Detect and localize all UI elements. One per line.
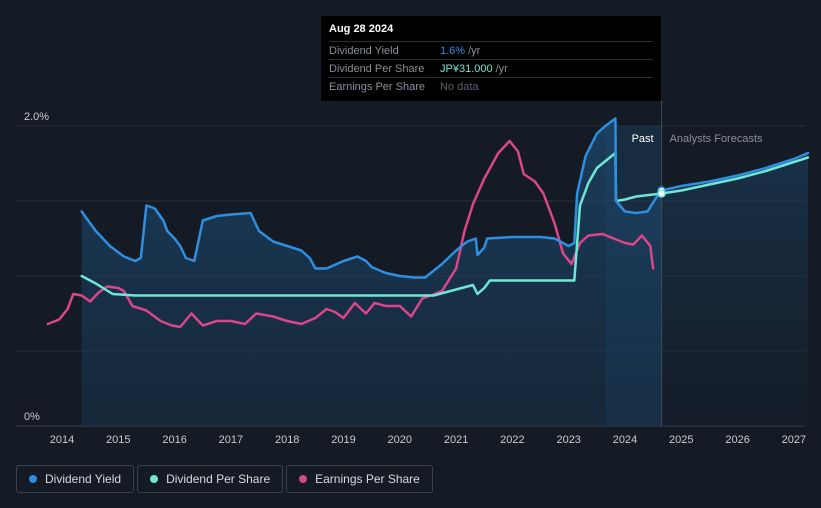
legend-dividend-yield[interactable]: Dividend Yield: [16, 465, 135, 493]
x-tick-label: 2020: [388, 434, 412, 446]
series-line-dividend-yield-forecast: [660, 151, 810, 192]
tooltip-row-dividend-yield: Dividend Yield 1.6% /yr: [329, 41, 653, 59]
x-tick-label: 2023: [556, 434, 580, 446]
x-tick-label: 2026: [725, 434, 749, 446]
series-line-dividend-yield: [80, 117, 663, 279]
tooltip-label: Dividend Yield: [329, 44, 399, 57]
y-tick-label: 2.0%: [24, 111, 49, 123]
tooltip-unit: /yr: [495, 62, 508, 75]
x-tick-label: 2021: [444, 434, 468, 446]
legend-dot-icon: [29, 475, 37, 483]
tooltip-row-earnings-per-share: Earnings Per Share No data: [329, 77, 653, 95]
x-tick-label: 2018: [275, 434, 299, 446]
tooltip: Aug 28 2024 Dividend Yield 1.6% /yr Divi…: [321, 16, 661, 101]
series-line-dividend-per-share: [80, 151, 663, 297]
legend-dot-icon: [299, 475, 308, 483]
x-tick-label: 2015: [106, 434, 130, 446]
tooltip-value: JP¥31.000: [440, 62, 493, 75]
x-tick-label: 2016: [162, 434, 186, 446]
x-tick-label: 2014: [50, 434, 74, 446]
x-tick-label: 2022: [500, 434, 524, 446]
tooltip-value: 1.6%: [440, 44, 466, 57]
tooltip-value: No data: [440, 80, 479, 93]
legend-label: Earnings Per Share: [315, 472, 420, 486]
legend-label: Dividend Yield: [45, 472, 122, 486]
forecast-label: Analysts Forecasts: [670, 133, 763, 145]
tooltip-label: Earnings Per Share: [329, 80, 425, 93]
x-tick-label: 2024: [613, 434, 637, 446]
legend-earnings-per-share[interactable]: Earnings Per Share: [286, 465, 433, 493]
tooltip-unit: /yr: [468, 44, 481, 57]
dividend-yield-area: [81, 118, 662, 426]
legend-dot-icon: [150, 475, 159, 483]
tooltip-row-dividend-per-share: Dividend Per Share JP¥31.000 /yr: [329, 59, 653, 77]
y-tick-label: 0%: [24, 411, 40, 423]
series-line-dividend-per-share-forecast: [660, 156, 810, 195]
past-label: Past: [632, 133, 654, 145]
tooltip-label: Dividend Per Share: [329, 62, 425, 75]
x-tick-label: 2025: [669, 434, 693, 446]
tooltip-date: Aug 28 2024: [329, 23, 394, 35]
x-tick-label: 2019: [331, 434, 355, 446]
legend-dividend-per-share[interactable]: Dividend Per Share: [137, 465, 284, 493]
dividend-per-share-marker: [657, 189, 666, 198]
series-line-earnings-per-share: [46, 139, 655, 329]
legend-label: Dividend Per Share: [166, 472, 271, 486]
dividend-yield-forecast-area: [661, 153, 808, 426]
x-tick-label: 2017: [219, 434, 243, 446]
legend: Dividend Yield Dividend Per Share Earnin…: [16, 465, 436, 493]
x-tick-label: 2027: [782, 434, 806, 446]
